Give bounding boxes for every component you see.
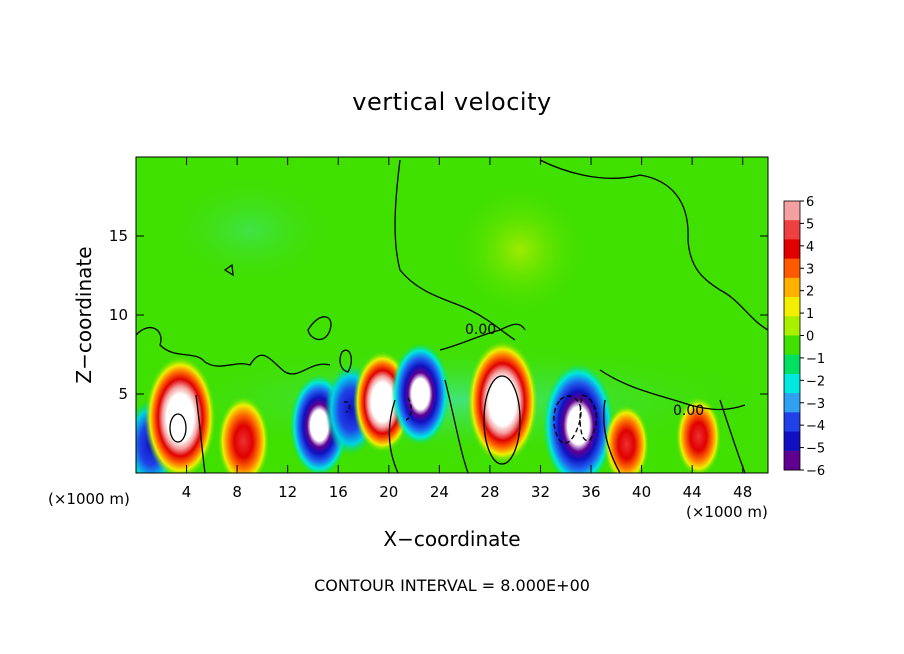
colorbar-swatch <box>784 335 800 356</box>
colorbar-label: 0 <box>806 330 814 345</box>
x-tick-label: 16 <box>329 483 348 501</box>
x-tick-label: 8 <box>232 483 242 501</box>
colorbar-swatch <box>784 354 800 375</box>
x-tick-label: 36 <box>581 483 600 501</box>
velocity-field: 0.00 0.00 <box>136 157 768 473</box>
x-scale-label-left: (×1000 m) <box>48 490 130 508</box>
contour-value-label-upper: 0.00 <box>465 322 496 338</box>
x-tick-label: 48 <box>733 483 752 501</box>
colorbar-swatch <box>784 297 800 317</box>
colorbar-label: 1 <box>806 307 814 322</box>
x-scale-label-right: (×1000 m) <box>686 503 768 521</box>
colorbar-swatch <box>784 316 800 336</box>
colorbar-swatch <box>784 373 800 394</box>
colorbar-swatch <box>784 220 800 240</box>
x-tick-label: 28 <box>480 483 499 501</box>
colorbar: 6 5 4 3 2 1 0 −1 −2 −3 −4 −5 −6 <box>783 195 825 479</box>
velocity-cell-11 <box>675 396 722 473</box>
x-tick-label: 40 <box>632 483 651 501</box>
colorbar-swatch <box>784 412 800 433</box>
contour-value-label-lower: 0.00 <box>673 403 704 419</box>
x-tick-label: 20 <box>379 483 398 501</box>
velocity-cell-7 <box>391 343 450 445</box>
y-tick-label: 10 <box>109 306 128 324</box>
colorbar-swatch <box>784 201 800 221</box>
x-axis-label: X−coordinate <box>383 527 521 551</box>
colorbar-label: 6 <box>806 195 814 210</box>
y-tick-label: 5 <box>118 385 128 403</box>
velocity-cell-2 <box>144 355 216 473</box>
colorbar-label: −5 <box>806 442 825 457</box>
colorbar-swatch <box>784 450 800 471</box>
velocity-cell-10 <box>603 404 650 473</box>
x-tick-label: 12 <box>278 483 297 501</box>
velocity-cell-8 <box>466 339 539 464</box>
x-tick-label: 24 <box>430 483 449 501</box>
velocity-cell-3 <box>217 395 270 473</box>
colorbar-label: 5 <box>806 217 814 232</box>
colorbar-label: −3 <box>806 397 825 412</box>
colorbar-swatch <box>784 258 800 279</box>
colorbar-swatch <box>784 239 800 260</box>
contour-interval-note: CONTOUR INTERVAL = 8.000E+00 <box>314 576 590 595</box>
colorbar-label: −4 <box>806 419 825 434</box>
colorbar-label: −6 <box>806 464 825 479</box>
colorbar-swatch <box>784 277 800 298</box>
x-tick-label: 44 <box>683 483 702 501</box>
velocity-cell-9 <box>542 363 614 473</box>
colorbar-label: −1 <box>806 352 825 367</box>
colorbar-swatch <box>784 431 800 452</box>
colorbar-label: 2 <box>806 285 814 300</box>
colorbar-swatch <box>784 393 800 413</box>
chart-title: vertical velocity <box>352 88 552 116</box>
colorbar-label: 4 <box>806 240 814 255</box>
colorbar-label: −2 <box>806 374 825 389</box>
colorbar-label: 3 <box>806 262 814 277</box>
x-tick-label: 4 <box>182 483 192 501</box>
contour-lines <box>136 159 768 473</box>
x-tick-label: 32 <box>531 483 550 501</box>
y-tick-label: 15 <box>109 227 128 245</box>
